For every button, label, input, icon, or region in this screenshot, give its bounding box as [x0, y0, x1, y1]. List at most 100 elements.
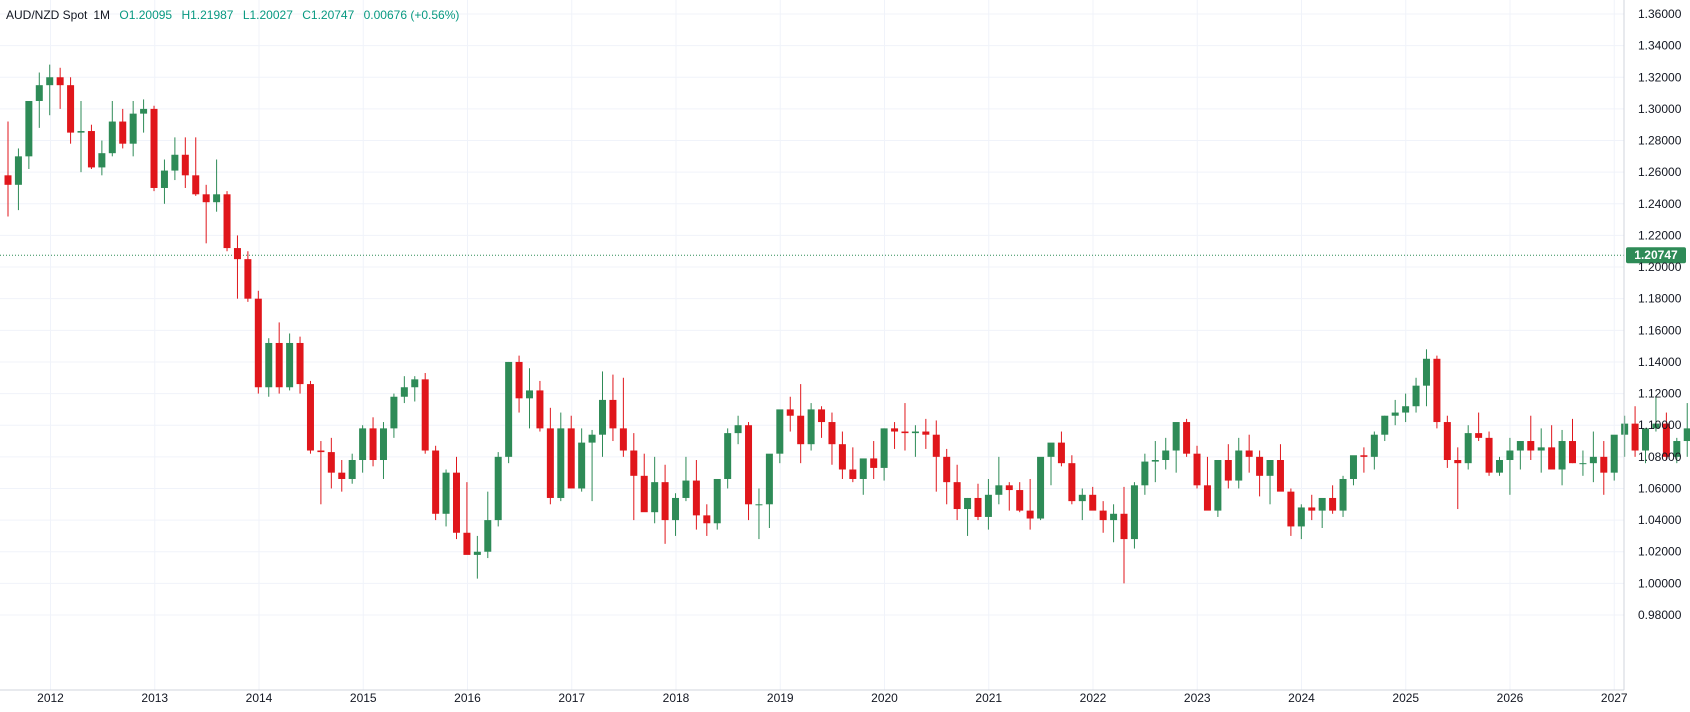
candle[interactable]: [849, 447, 857, 483]
candle[interactable]: [526, 368, 533, 429]
candle[interactable]: [327, 437, 335, 489]
candle[interactable]: [1193, 445, 1201, 489]
candle[interactable]: [1485, 431, 1493, 476]
candle[interactable]: [859, 458, 867, 495]
candle[interactable]: [213, 159, 221, 212]
candle[interactable]: [932, 420, 940, 492]
candle[interactable]: [119, 108, 127, 149]
candle[interactable]: [463, 482, 471, 555]
candle[interactable]: [1475, 412, 1483, 442]
candle[interactable]: [1516, 441, 1524, 470]
candle[interactable]: [1318, 497, 1326, 529]
candle[interactable]: [807, 403, 815, 451]
candle[interactable]: [546, 407, 554, 505]
candle[interactable]: [911, 425, 919, 457]
candle[interactable]: [776, 409, 784, 464]
candle[interactable]: [1329, 485, 1337, 514]
candle[interactable]: [1370, 431, 1378, 470]
candle[interactable]: [1099, 501, 1107, 533]
candle[interactable]: [1183, 418, 1191, 457]
candle[interactable]: [296, 336, 304, 394]
candle[interactable]: [1276, 444, 1284, 492]
candle[interactable]: [202, 184, 210, 244]
candle[interactable]: [1235, 437, 1243, 489]
candle[interactable]: [1589, 431, 1597, 483]
candle[interactable]: [1256, 450, 1264, 497]
candle[interactable]: [254, 290, 262, 394]
candle[interactable]: [1308, 494, 1316, 521]
candle[interactable]: [818, 406, 826, 438]
candle[interactable]: [734, 415, 742, 445]
candle[interactable]: [1662, 412, 1670, 461]
candle[interactable]: [1443, 415, 1451, 468]
candle[interactable]: [1537, 428, 1545, 473]
interval-label[interactable]: 1M: [93, 8, 111, 22]
candle[interactable]: [619, 377, 627, 457]
candle[interactable]: [14, 148, 22, 211]
candle[interactable]: [515, 355, 523, 413]
candle[interactable]: [25, 100, 33, 169]
candle[interactable]: [1683, 403, 1690, 457]
candle[interactable]: [160, 159, 168, 204]
candle[interactable]: [1391, 399, 1399, 426]
candle[interactable]: [1203, 456, 1211, 511]
candle[interactable]: [286, 333, 294, 391]
candle[interactable]: [630, 433, 638, 521]
candle[interactable]: [317, 441, 325, 505]
candle[interactable]: [275, 322, 283, 394]
candle[interactable]: [713, 478, 721, 530]
candle[interactable]: [1464, 425, 1472, 470]
candle[interactable]: [1506, 437, 1514, 495]
candle[interactable]: [442, 469, 450, 527]
candle[interactable]: [1287, 488, 1295, 536]
candle[interactable]: [786, 396, 794, 432]
candle[interactable]: [1548, 425, 1556, 470]
candle[interactable]: [411, 376, 419, 402]
candle[interactable]: [233, 235, 241, 299]
candle[interactable]: [567, 415, 575, 489]
candle[interactable]: [421, 373, 429, 454]
candle[interactable]: [432, 445, 440, 521]
candle[interactable]: [1057, 431, 1065, 467]
candle[interactable]: [1527, 415, 1535, 461]
candle[interactable]: [1141, 453, 1149, 495]
candle[interactable]: [974, 483, 982, 521]
candle[interactable]: [1339, 475, 1347, 517]
candle[interactable]: [1068, 455, 1076, 505]
candle[interactable]: [87, 124, 95, 169]
candle[interactable]: [1642, 428, 1650, 464]
last-price-tag[interactable]: [1626, 247, 1686, 264]
candle[interactable]: [4, 121, 12, 217]
candle[interactable]: [67, 77, 75, 144]
candle[interactable]: [703, 504, 711, 536]
candle[interactable]: [338, 460, 346, 492]
symbol-name[interactable]: AUD/NZD Spot: [6, 8, 88, 22]
candle[interactable]: [369, 417, 377, 467]
candle[interactable]: [1266, 460, 1274, 505]
candle[interactable]: [1037, 456, 1045, 521]
candle[interactable]: [1652, 396, 1660, 432]
candle[interactable]: [640, 453, 648, 513]
candle[interactable]: [473, 535, 481, 579]
candle[interactable]: [108, 100, 116, 157]
candle[interactable]: [943, 448, 951, 505]
candle[interactable]: [98, 140, 106, 176]
candle[interactable]: [1245, 434, 1253, 473]
candle[interactable]: [1047, 442, 1055, 486]
candle[interactable]: [797, 384, 805, 464]
candle[interactable]: [1621, 415, 1629, 457]
candle[interactable]: [870, 441, 878, 479]
candle[interactable]: [964, 497, 972, 536]
candle[interactable]: [348, 453, 356, 484]
candle[interactable]: [181, 137, 189, 188]
candle[interactable]: [672, 493, 680, 536]
candle[interactable]: [1495, 456, 1503, 476]
candle[interactable]: [1214, 460, 1222, 517]
candle[interactable]: [452, 456, 460, 540]
candle[interactable]: [35, 72, 43, 128]
candle[interactable]: [588, 429, 596, 502]
candle[interactable]: [661, 464, 669, 544]
candle[interactable]: [494, 452, 502, 527]
candle[interactable]: [901, 403, 909, 451]
candle[interactable]: [244, 251, 252, 302]
